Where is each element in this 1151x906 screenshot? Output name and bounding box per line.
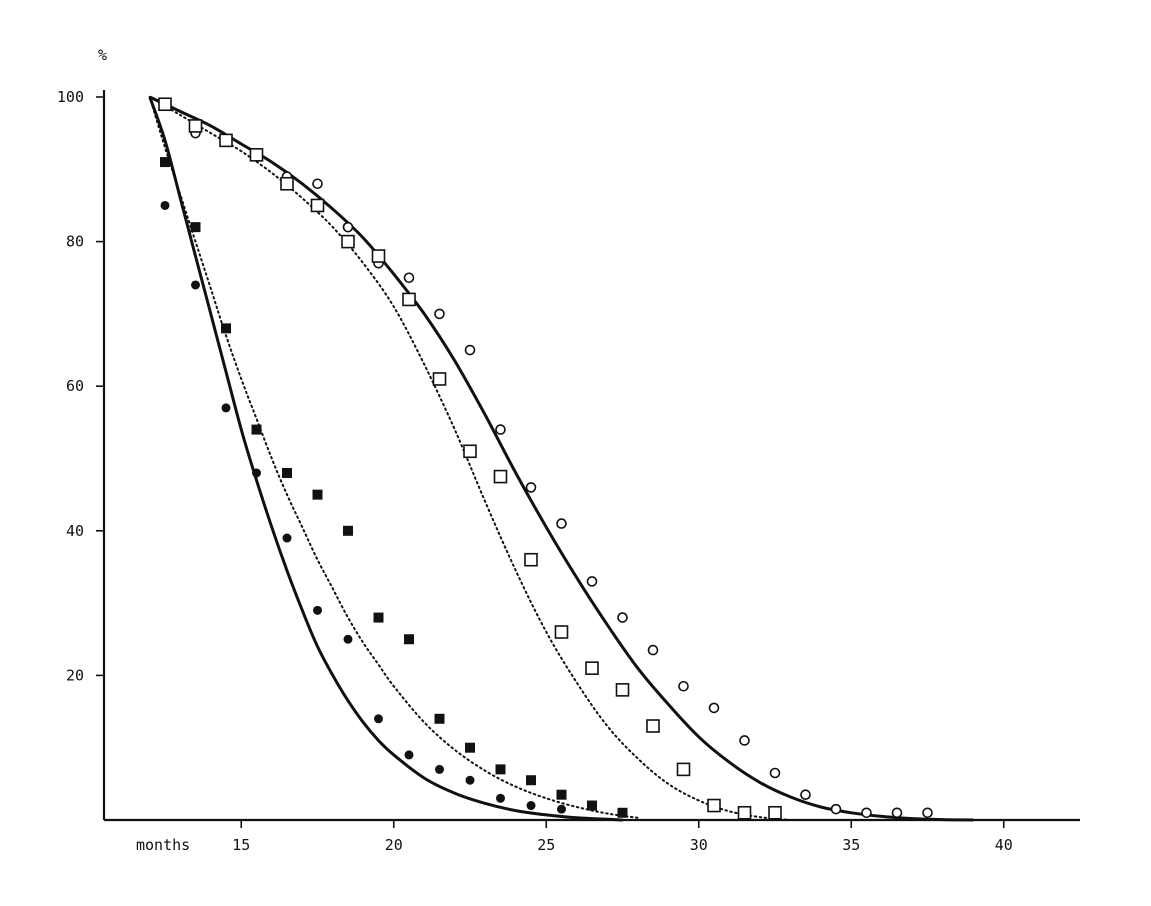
filled-square-point	[190, 222, 201, 233]
open-circle-point	[769, 767, 781, 779]
open-square-point	[676, 762, 691, 777]
dotted-curve-4	[148, 96, 792, 821]
open-square-point	[554, 625, 569, 639]
open-square-point	[615, 683, 630, 697]
x-tick-label: 40	[995, 836, 1013, 854]
y-tick-label: 20	[66, 666, 84, 684]
open-circle-point	[861, 807, 872, 819]
axes: % months	[98, 46, 1080, 854]
data-markers	[158, 97, 933, 820]
filled-square-point	[251, 424, 262, 435]
open-circle-point	[800, 789, 811, 800]
filled-circle-point	[526, 801, 536, 811]
open-circle-point	[708, 702, 720, 714]
open-circle-point	[617, 612, 628, 623]
filled-circle-point	[252, 468, 261, 478]
filled-square-point	[343, 525, 353, 536]
filled-circle-point	[191, 280, 200, 290]
filled-square-point	[465, 742, 475, 753]
filled-circle-point	[221, 403, 231, 413]
open-circle-point	[434, 308, 445, 320]
open-square-point	[432, 372, 447, 386]
x-tick-label: 20	[385, 836, 403, 854]
filled-square-point	[434, 713, 445, 724]
filled-circle-point	[374, 714, 383, 724]
open-square-point	[585, 661, 599, 675]
open-square-point	[188, 119, 203, 133]
open-circle-point	[525, 482, 537, 493]
filled-circle-point	[282, 533, 292, 543]
filled-square-point	[282, 467, 292, 478]
x-tick-label: 15	[232, 836, 250, 854]
open-circle-point	[556, 518, 567, 529]
open-square-point	[737, 805, 752, 820]
filled-square-point	[160, 157, 170, 168]
open-circle-point	[342, 221, 354, 233]
filled-circle-point	[435, 764, 444, 774]
open-square-point	[371, 249, 386, 263]
open-square-point	[707, 798, 721, 813]
open-square-point	[310, 198, 325, 213]
fitted-curves	[148, 95, 974, 822]
open-square-point	[768, 805, 782, 820]
open-square-point	[646, 719, 660, 733]
y-axis-unit-label: %	[98, 46, 107, 64]
filled-square-point	[587, 800, 597, 811]
open-circle-point	[464, 344, 476, 356]
open-circle-point	[495, 424, 506, 435]
x-tick-label: 35	[842, 836, 860, 854]
x-axis-unit-label: months	[136, 836, 190, 854]
open-circle-point	[830, 803, 842, 815]
open-square-point	[524, 552, 538, 567]
filled-square-point	[312, 489, 323, 500]
open-square-point	[249, 148, 264, 162]
y-tick-label: 40	[66, 522, 84, 540]
filled-circle-point	[496, 793, 505, 803]
open-circle-point	[647, 644, 659, 656]
open-square-point	[463, 444, 477, 459]
x-tick-label: 25	[537, 836, 555, 854]
open-circle-point	[922, 807, 933, 819]
filled-square-point	[221, 323, 231, 334]
open-circle-point	[586, 576, 598, 587]
solid-curve-1	[148, 96, 623, 822]
y-tick-label: 100	[57, 88, 84, 106]
open-circle-point	[678, 680, 689, 692]
filled-circle-point	[557, 804, 566, 814]
filled-circle-point	[160, 200, 170, 210]
y-tick-label: 60	[66, 377, 84, 395]
filled-square-point	[556, 789, 567, 800]
open-square-point	[493, 469, 508, 484]
open-square-point	[341, 234, 355, 249]
filled-circle-point	[465, 775, 475, 785]
open-circle-point	[312, 178, 323, 190]
filled-square-point	[526, 775, 536, 786]
filled-square-point	[617, 807, 628, 818]
open-square-point	[280, 176, 294, 191]
open-square-point	[402, 292, 416, 307]
open-square-point	[219, 133, 233, 148]
filled-circle-point	[313, 605, 322, 615]
open-square-point	[158, 97, 172, 112]
solid-curve-3	[149, 95, 974, 822]
filled-square-point	[373, 612, 384, 623]
open-circle-point	[403, 272, 415, 284]
filled-circle-point	[343, 634, 353, 644]
x-tick-label: 30	[690, 836, 708, 854]
filled-square-point	[404, 634, 414, 645]
dotted-curve-2	[148, 96, 639, 819]
filled-square-point	[495, 764, 506, 775]
open-circle-point	[891, 807, 903, 819]
y-tick-label: 80	[66, 233, 84, 251]
ticks: 15 20 25 30 35 40 20 40 60 80 100	[57, 88, 1013, 854]
open-circle-point	[739, 735, 750, 746]
filled-circle-point	[404, 750, 414, 760]
